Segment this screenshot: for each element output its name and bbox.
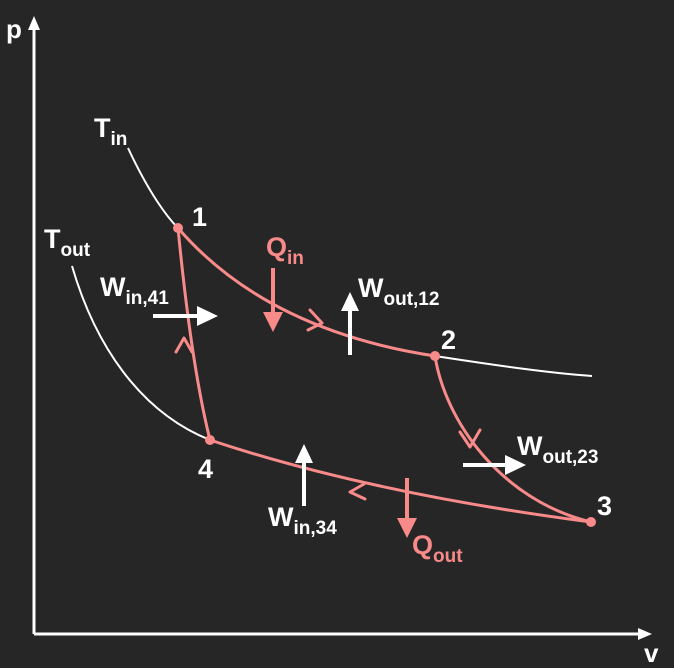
arrow-right-icon [505,455,526,475]
arrow-down-icon [397,518,417,538]
state-point-4 [205,435,215,445]
state-point-1 [173,223,183,233]
work-out-12-arrow [341,292,359,355]
q-in-label: Qin [266,232,304,269]
q-out-main: Q [412,530,433,560]
heat-in-arrow [263,268,283,332]
cycle [176,227,592,524]
w-in-34-label: Win,34 [268,502,337,539]
state-point-3 [586,517,596,527]
chevron-4-1-icon [174,336,194,354]
q-out-label: Qout [412,530,463,567]
w-in-41-main: W [100,272,126,302]
state-label-1: 1 [192,202,207,232]
chevron-2-3-icon [458,428,482,449]
t-in-sub: in [111,129,128,150]
process-2-3 [433,355,592,524]
t-out-label: Tout [44,224,91,261]
state-label-4: 4 [198,454,213,484]
y-axis-label: p [6,14,22,44]
isotherm-t-in [127,147,593,377]
q-out-sub: out [433,546,463,567]
t-in-main: T [94,113,111,143]
w-in-41-sub: in,41 [125,288,169,309]
w-out-12-sub: out,12 [383,289,439,310]
heat-out-arrow [397,478,417,538]
process-1-2 [176,227,436,358]
work-out-23-arrow [463,455,526,475]
process-4-1 [176,227,212,441]
work-in-34-arrow [295,444,313,506]
work-in-41-arrow [153,306,218,326]
state-point-2 [430,351,440,361]
w-out-12-main: W [358,273,384,303]
arrow-down-icon [263,312,283,332]
cycle-direction-markers [174,308,482,501]
chevron-1-2-icon [306,308,324,332]
w-out-12-label: Wout,12 [358,273,439,310]
w-in-34-main: W [268,502,294,532]
w-out-23-sub: out,23 [542,447,598,468]
axes [28,16,652,640]
q-in-sub: in [287,248,304,269]
state-points [173,223,596,527]
w-out-23-main: W [517,431,543,461]
arrow-up-icon [295,444,313,463]
arrow-up-icon [341,292,359,311]
w-out-23-label: Wout,23 [517,431,598,468]
chevron-3-4-icon [348,482,367,501]
t-in-label: Tin [94,113,127,150]
process-3-4 [209,438,592,524]
w-in-41-label: Win,41 [100,272,169,309]
x-axis-arrow-icon [638,628,652,640]
state-label-3: 3 [597,491,612,521]
q-in-main: Q [266,232,287,262]
y-axis-arrow-icon [28,16,40,30]
t-out-sub: out [61,240,91,261]
x-axis-label: v [644,638,659,668]
t-out-main: T [44,224,61,254]
w-in-34-sub: in,34 [293,518,337,539]
arrow-right-icon [197,306,218,326]
state-label-2: 2 [441,325,456,355]
